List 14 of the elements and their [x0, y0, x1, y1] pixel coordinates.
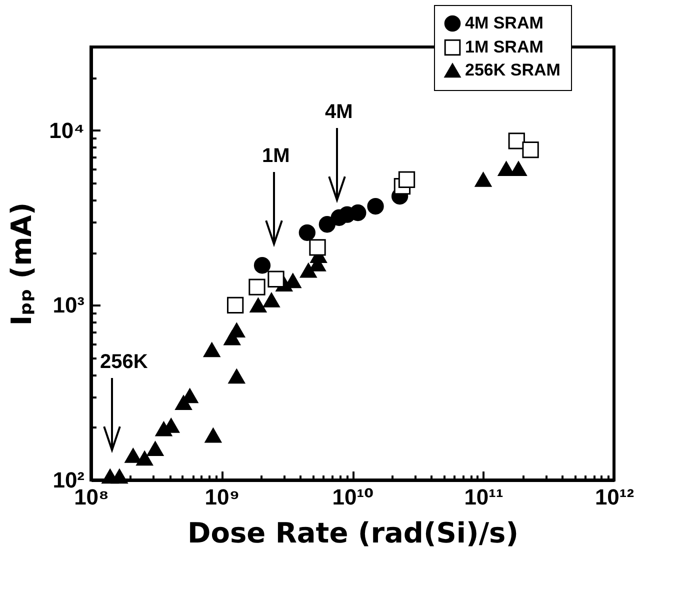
- annotation: 4M: [325, 101, 353, 123]
- y-axis-title: Iₚₚ (mA): [5, 202, 38, 326]
- x-tick-label: 10¹²: [594, 484, 634, 510]
- legend-label: 1M SRAM: [465, 38, 544, 56]
- legend-label: 256K SRAM: [465, 60, 560, 80]
- y-tick-label: 10³: [52, 292, 84, 318]
- legend-label: 4M SRAM: [465, 14, 544, 32]
- y-tick-label: 10⁴: [49, 118, 84, 143]
- annotation: 1M: [262, 145, 290, 167]
- x-tick-label: 10¹⁰: [332, 484, 374, 510]
- x-tick-label: 10⁹: [204, 484, 240, 510]
- x-tick-label: 10¹¹: [464, 484, 504, 510]
- x-axis-title: Dose Rate (rad(Si)/s): [187, 516, 519, 550]
- annotation: 256K: [100, 351, 148, 373]
